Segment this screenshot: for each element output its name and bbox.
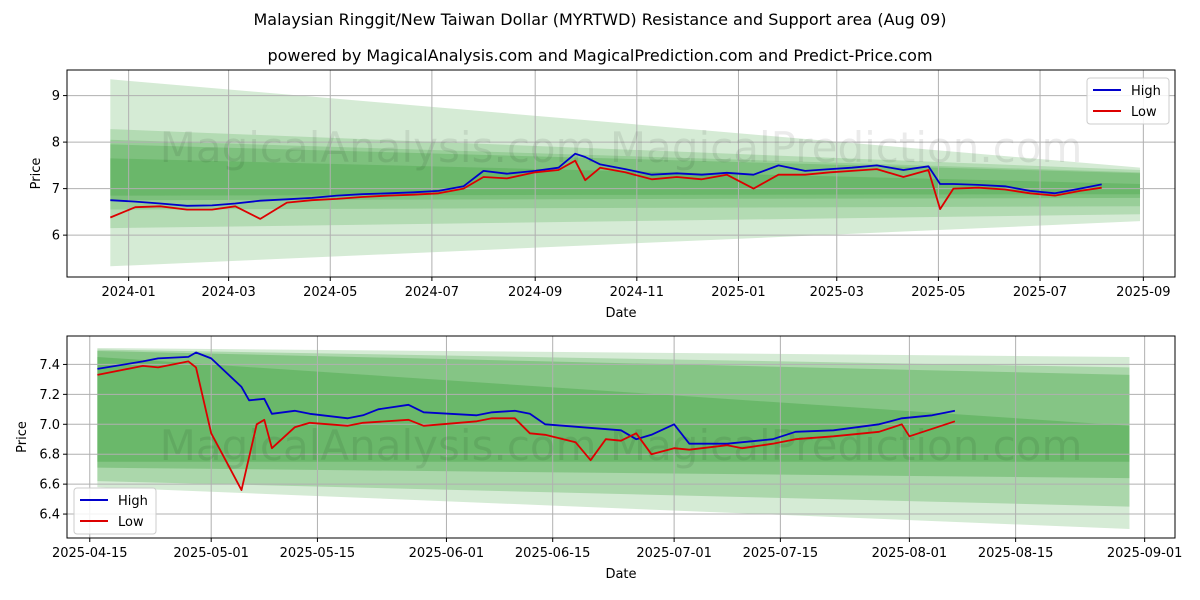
x-tick-label: 2025-03 [810,285,864,300]
y-tick-label: 7.0 [39,418,60,433]
x-tick-label: 2024-05 [303,285,357,300]
y-tick-label: 9 [52,89,60,104]
x-tick-label: 2024-01 [101,285,155,300]
legend: High Low [73,487,157,535]
support-resistance-band-3 [97,350,1130,479]
x-tick-label: 2025-08-15 [978,546,1054,561]
x-tick-label: 2024-07 [405,285,459,300]
plot-area: MagicalAnalysis.com MagicalPrediction.co… [67,70,1175,277]
chart-panel-1: MagicalAnalysis.com MagicalPrediction.co… [29,69,1176,321]
axes-frame [66,69,1176,278]
x-axis-label: Date [605,306,636,321]
y-tick-label: 7.4 [39,358,60,373]
x-axis-label: Date [605,567,636,582]
series-line-low [97,360,956,491]
support-resistance-band-5 [110,158,1141,196]
x-tick-label: 2025-05-01 [173,546,249,561]
x-tick-label: 2025-05-15 [280,546,356,561]
legend-label-high: High [118,494,148,509]
legend: High Low [1086,77,1170,125]
x-tick-label: 2025-07 [1013,285,1067,300]
y-tick-label: 6 [52,229,60,244]
x-tick-label: 2025-01 [711,285,765,300]
x-tick-label: 2025-07-15 [743,546,819,561]
legend-label-low: Low [118,515,144,530]
watermark: MagicalAnalysis.com MagicalPrediction.co… [160,421,1083,470]
x-tick-label: 2025-04-15 [52,546,128,561]
series-line-low [109,159,1102,220]
watermark: MagicalAnalysis.com MagicalPrediction.co… [160,123,1083,172]
x-tick-label: 2025-09 [1116,285,1170,300]
x-tick-label: 2025-06-15 [515,546,591,561]
y-tick-label: 6.8 [39,448,60,463]
plot-area: MagicalAnalysis.com MagicalPrediction.co… [67,336,1175,538]
support-resistance-band-2 [110,129,1141,229]
axes-frame [66,335,1176,539]
legend-label-low: Low [1131,105,1157,120]
chart-panel-2: MagicalAnalysis.com MagicalPrediction.co… [15,335,1183,582]
x-tick-label: 2025-05 [911,285,965,300]
support-resistance-band-2 [97,349,1130,507]
support-resistance-band-4 [97,356,1130,462]
x-tick-label: 2024-09 [508,285,562,300]
y-tick-label: 8 [52,136,60,151]
y-tick-label: 6.4 [39,508,60,523]
x-tick-label: 2025-09-01 [1107,546,1183,561]
legend-label-high: High [1131,84,1161,99]
x-tick-label: 2025-08-01 [872,546,948,561]
chart-title: Malaysian Ringgit/New Taiwan Dollar (MYR… [253,10,947,29]
y-tick-label: 7.2 [39,388,60,403]
x-tick-label: 2025-06-01 [409,546,485,561]
y-axis-label: Price [29,158,44,190]
x-tick-label: 2024-11 [610,285,664,300]
y-tick-label: 6.6 [39,478,60,493]
series-line-high [97,351,956,445]
series-line-high [110,152,1102,207]
x-tick-label: 2025-07-01 [636,546,712,561]
y-tick-label: 7 [52,182,60,197]
support-resistance-band-3 [110,139,1141,210]
x-tick-label: 2024-03 [201,285,255,300]
y-axis-label: Price [15,421,30,453]
chart-subtitle: powered by MagicalAnalysis.com and Magic… [267,46,933,65]
